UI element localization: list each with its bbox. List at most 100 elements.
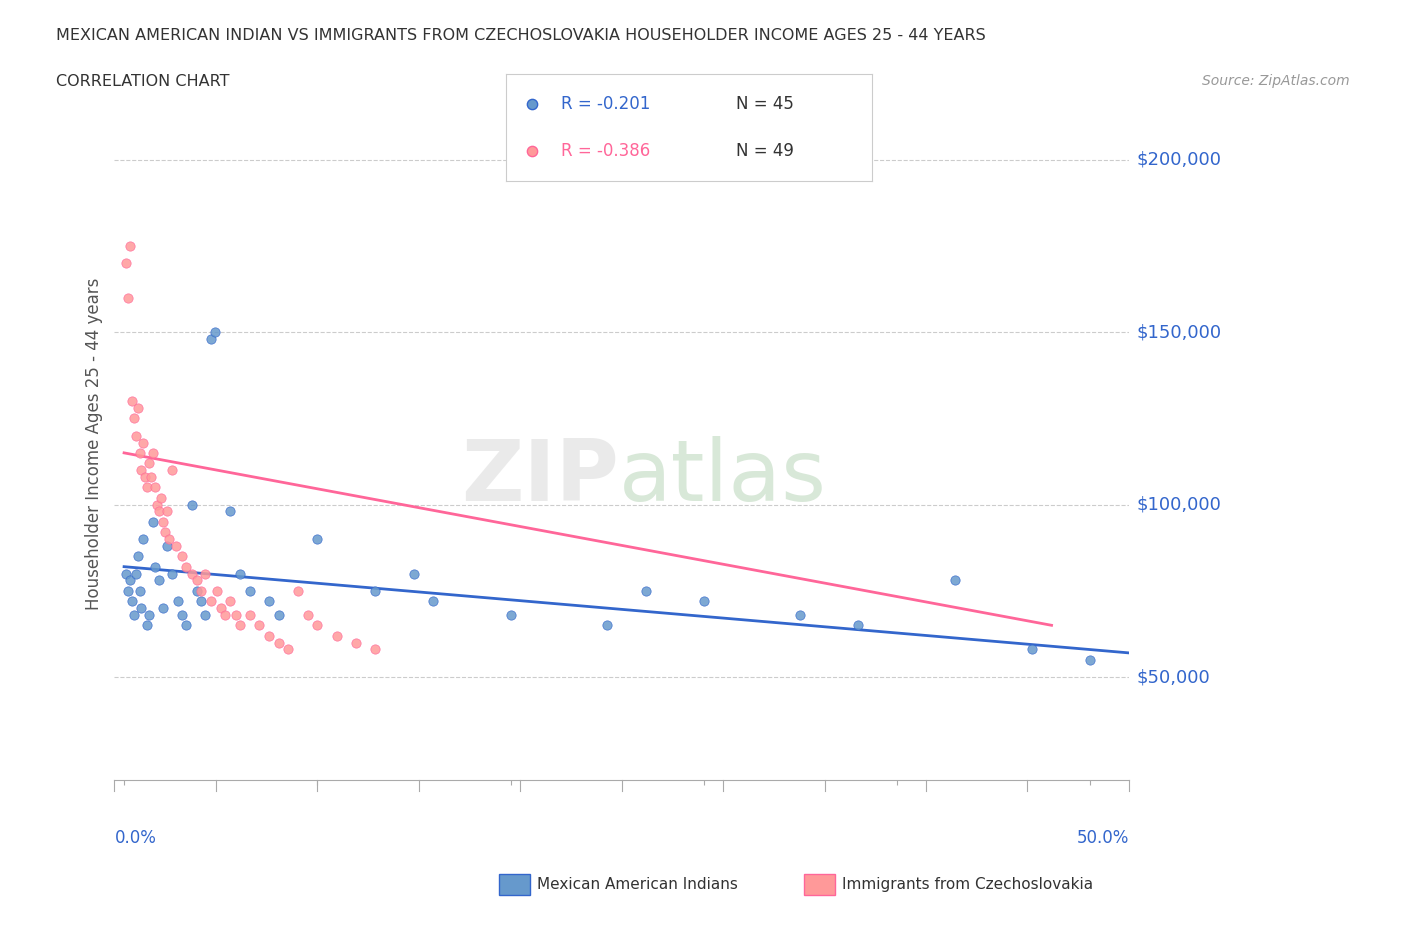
Point (325, 628, 347, 643)
Point (115, 256, 138, 271)
Point (422, 593, 444, 608)
Point (257, 593, 280, 608)
Text: Mexican American Indians: Mexican American Indians (537, 877, 738, 892)
Point (152, 601, 174, 616)
Point (148, 573, 170, 588)
Point (122, 411, 145, 426)
Point (402, 566, 425, 581)
Text: ZIP: ZIP (461, 436, 620, 519)
Point (155, 538, 177, 553)
Point (364, 583, 387, 598)
Point (115, 566, 138, 581)
Text: $100,000: $100,000 (1136, 496, 1222, 513)
Text: atlas: atlas (619, 436, 827, 519)
Text: MEXICAN AMERICAN INDIAN VS IMMIGRANTS FROM CZECHOSLOVAKIA HOUSEHOLDER INCOME AGE: MEXICAN AMERICAN INDIAN VS IMMIGRANTS FR… (56, 28, 986, 43)
Point (157, 532, 180, 547)
Point (132, 532, 155, 547)
Point (789, 607, 811, 622)
Point (846, 618, 869, 632)
Point (200, 332, 222, 347)
Point (190, 593, 212, 608)
Point (152, 514, 174, 529)
Point (132, 435, 155, 450)
Point (257, 628, 280, 643)
Point (239, 583, 262, 598)
Point (142, 514, 165, 529)
Point (165, 538, 187, 553)
Point (229, 566, 252, 581)
Point (307, 532, 329, 547)
Point (170, 607, 193, 622)
Point (205, 583, 228, 598)
Text: R = -0.201: R = -0.201 (561, 96, 651, 113)
Point (219, 593, 242, 608)
Point (219, 504, 242, 519)
Point (180, 566, 202, 581)
Text: N = 45: N = 45 (737, 96, 794, 113)
Text: R = -0.386: R = -0.386 (561, 142, 650, 160)
Point (124, 428, 146, 443)
Point (277, 642, 299, 657)
Text: $50,000: $50,000 (1136, 668, 1211, 686)
Point (136, 480, 159, 495)
Point (194, 566, 217, 581)
Text: Immigrants from Czechoslovakia: Immigrants from Czechoslovakia (842, 877, 1094, 892)
Point (180, 498, 202, 512)
Point (943, 573, 966, 588)
Point (118, 238, 141, 253)
Point (247, 618, 270, 632)
Point (596, 618, 619, 632)
Point (131, 601, 153, 616)
Text: 0.0%: 0.0% (114, 829, 156, 847)
Point (162, 566, 184, 581)
Point (131, 462, 153, 477)
Point (149, 490, 172, 505)
Point (499, 607, 522, 622)
Point (214, 607, 236, 622)
Point (267, 607, 290, 622)
Point (267, 635, 290, 650)
Point (138, 607, 160, 622)
Point (186, 573, 208, 588)
Point (364, 642, 387, 657)
Point (118, 573, 141, 588)
Point (155, 504, 177, 519)
Point (297, 607, 319, 622)
Point (209, 601, 232, 616)
Point (1021, 642, 1043, 657)
Point (122, 607, 145, 622)
Point (190, 583, 212, 598)
Point (229, 618, 252, 632)
Point (143, 480, 166, 495)
Text: N = 49: N = 49 (737, 142, 794, 160)
Point (239, 607, 262, 622)
Point (127, 401, 149, 416)
Text: CORRELATION CHART: CORRELATION CHART (56, 74, 229, 89)
Point (693, 593, 716, 608)
Point (170, 549, 193, 564)
Point (307, 618, 329, 632)
Point (117, 583, 139, 598)
Point (174, 618, 197, 632)
Point (128, 583, 150, 598)
Text: 50.0%: 50.0% (1077, 829, 1129, 847)
Point (287, 583, 309, 598)
Point (146, 498, 169, 512)
Point (1078, 652, 1101, 667)
Point (142, 445, 165, 460)
Point (225, 607, 247, 622)
Point (174, 559, 197, 574)
Point (124, 566, 146, 581)
Point (194, 607, 217, 622)
Point (134, 470, 156, 485)
Point (139, 470, 162, 485)
Point (153, 525, 176, 539)
Point (344, 635, 367, 650)
Point (204, 325, 226, 339)
Y-axis label: Householder Income Ages 25 - 44 years: Householder Income Ages 25 - 44 years (86, 278, 103, 610)
Point (121, 393, 143, 408)
Point (138, 456, 160, 471)
Text: $150,000: $150,000 (1136, 323, 1222, 341)
Point (186, 583, 208, 598)
Point (136, 618, 159, 632)
